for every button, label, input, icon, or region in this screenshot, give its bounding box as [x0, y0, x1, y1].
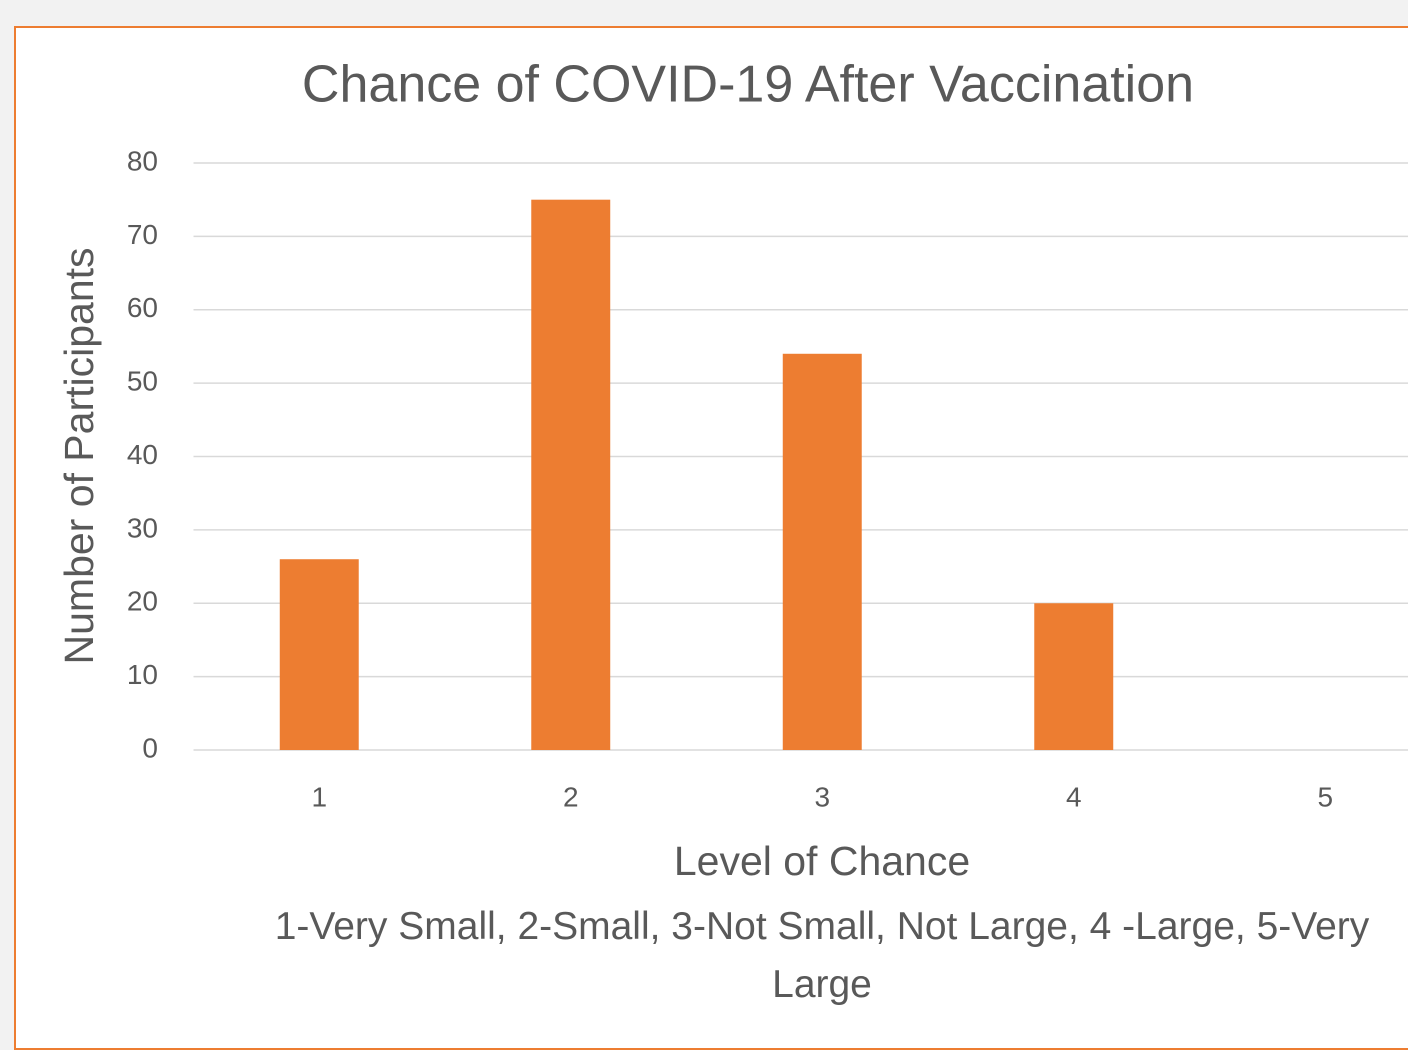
- x-tick-label: 5: [1317, 781, 1333, 812]
- y-tick-label: 30: [127, 512, 158, 543]
- chart-title: Chance of COVID-19 After Vaccination: [302, 56, 1194, 114]
- x-tick-label: 4: [1066, 781, 1082, 812]
- y-tick-label: 20: [127, 586, 158, 617]
- x-axis-label: Level of Chance: [674, 838, 970, 884]
- y-axis-label: Number of Participants: [56, 247, 102, 664]
- bar: [782, 353, 862, 750]
- y-tick-label: 80: [127, 145, 158, 176]
- y-tick-label: 40: [127, 439, 158, 470]
- x-axis-note: 1-Very Small, 2-Small, 3-Not Small, Not …: [274, 905, 1370, 1006]
- x-tick-label: 3: [814, 781, 830, 812]
- y-tick-label: 50: [127, 366, 158, 397]
- bar: [279, 559, 359, 750]
- x-tick-label: 2: [563, 781, 579, 812]
- y-tick-label: 0: [142, 732, 158, 763]
- y-tick-label: 10: [127, 659, 158, 690]
- bar: [531, 199, 611, 750]
- bar: [1034, 603, 1114, 750]
- y-tick-label: 60: [127, 292, 158, 323]
- x-tick-label: 1: [311, 781, 327, 812]
- y-tick-label: 70: [127, 219, 158, 250]
- chart-frame: [14, 26, 1408, 1050]
